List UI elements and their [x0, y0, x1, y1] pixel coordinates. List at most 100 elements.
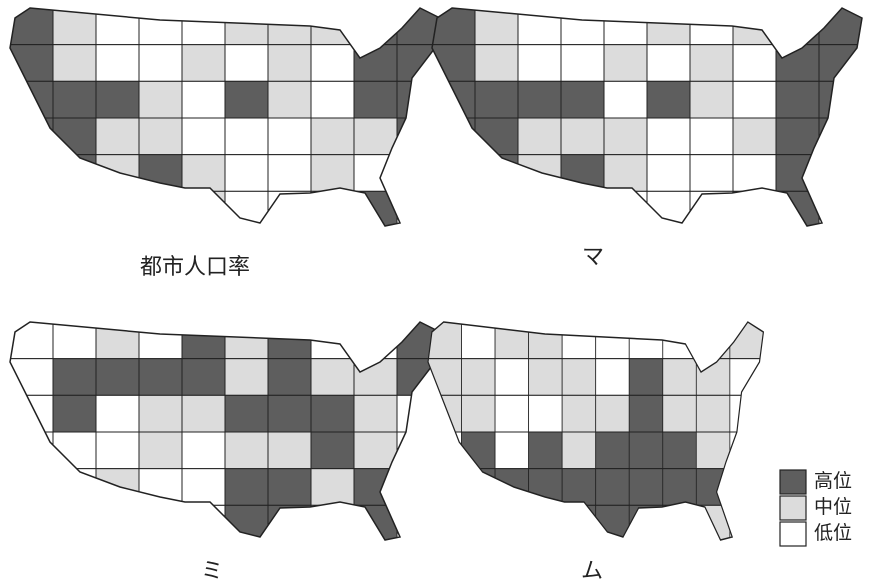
country-outline: [427, 321, 765, 541]
state: [310, 431, 355, 470]
state: [224, 80, 269, 119]
state: [52, 154, 97, 192]
state: [181, 117, 226, 156]
state: [689, 190, 734, 226]
state: [428, 431, 462, 470]
state: [662, 358, 697, 396]
state: [52, 504, 97, 540]
state: [517, 117, 562, 156]
state: [310, 394, 355, 433]
state: [695, 468, 731, 506]
state: [138, 431, 183, 470]
state: [461, 358, 496, 396]
state: [10, 80, 54, 119]
state: [267, 154, 312, 192]
state: [95, 154, 140, 192]
state: [528, 431, 563, 470]
state: [646, 117, 691, 156]
state: [138, 80, 183, 119]
state: [181, 44, 226, 82]
state: [10, 322, 54, 360]
state: [494, 394, 530, 433]
state: [561, 431, 597, 470]
state: [474, 190, 519, 226]
state: [775, 80, 820, 119]
state: [224, 44, 269, 82]
state: [310, 117, 355, 156]
state: [646, 80, 691, 119]
state: [628, 394, 664, 433]
state: [732, 117, 777, 156]
state: [628, 431, 664, 470]
states: [10, 8, 440, 226]
state: [662, 431, 697, 470]
state: [353, 468, 398, 506]
state: [95, 431, 140, 470]
state: [560, 117, 605, 156]
state: [603, 154, 648, 192]
state: [267, 190, 312, 226]
us-map: [427, 321, 765, 541]
state: [428, 468, 462, 506]
state: [494, 358, 530, 396]
state: [353, 431, 398, 470]
state: [732, 44, 777, 82]
state: [494, 504, 530, 540]
state: [432, 154, 476, 192]
state: [517, 80, 562, 119]
state: [603, 44, 648, 82]
state: [10, 117, 54, 156]
state: [628, 468, 664, 506]
state: [603, 80, 648, 119]
state: [818, 80, 862, 119]
state: [729, 468, 764, 506]
state: [628, 358, 664, 396]
map-caption: マ: [582, 245, 604, 270]
state: [267, 504, 312, 540]
state: [695, 431, 731, 470]
state: [818, 190, 862, 226]
state: [52, 394, 97, 433]
state: [732, 80, 777, 119]
state: [181, 358, 226, 396]
country-outline: [431, 7, 863, 227]
state: [595, 468, 630, 506]
state: [224, 394, 269, 433]
state: [662, 394, 697, 433]
state: [224, 322, 269, 360]
state: [695, 394, 731, 433]
state: [95, 8, 140, 46]
state: [95, 44, 140, 82]
state: [181, 80, 226, 119]
state: [95, 358, 140, 396]
state: [95, 190, 140, 226]
state: [353, 117, 398, 156]
state: [646, 8, 691, 46]
state: [181, 394, 226, 433]
state: [775, 154, 820, 192]
legend-label: 中位: [814, 496, 852, 518]
state: [267, 117, 312, 156]
state: [432, 8, 476, 46]
state: [528, 322, 563, 360]
state: [646, 44, 691, 82]
state: [517, 154, 562, 192]
state: [10, 190, 54, 226]
state: [95, 322, 140, 360]
state: [646, 154, 691, 192]
state: [732, 190, 777, 226]
state: [689, 44, 734, 82]
state: [52, 468, 97, 506]
state: [396, 154, 440, 192]
state: [595, 322, 630, 360]
legend-label: 低位: [814, 522, 852, 544]
state: [396, 80, 440, 119]
state: [138, 322, 183, 360]
state: [310, 504, 355, 540]
states: [10, 322, 440, 540]
state: [181, 431, 226, 470]
state: [353, 154, 398, 192]
state: [224, 117, 269, 156]
state: [138, 8, 183, 46]
state: [432, 44, 476, 82]
